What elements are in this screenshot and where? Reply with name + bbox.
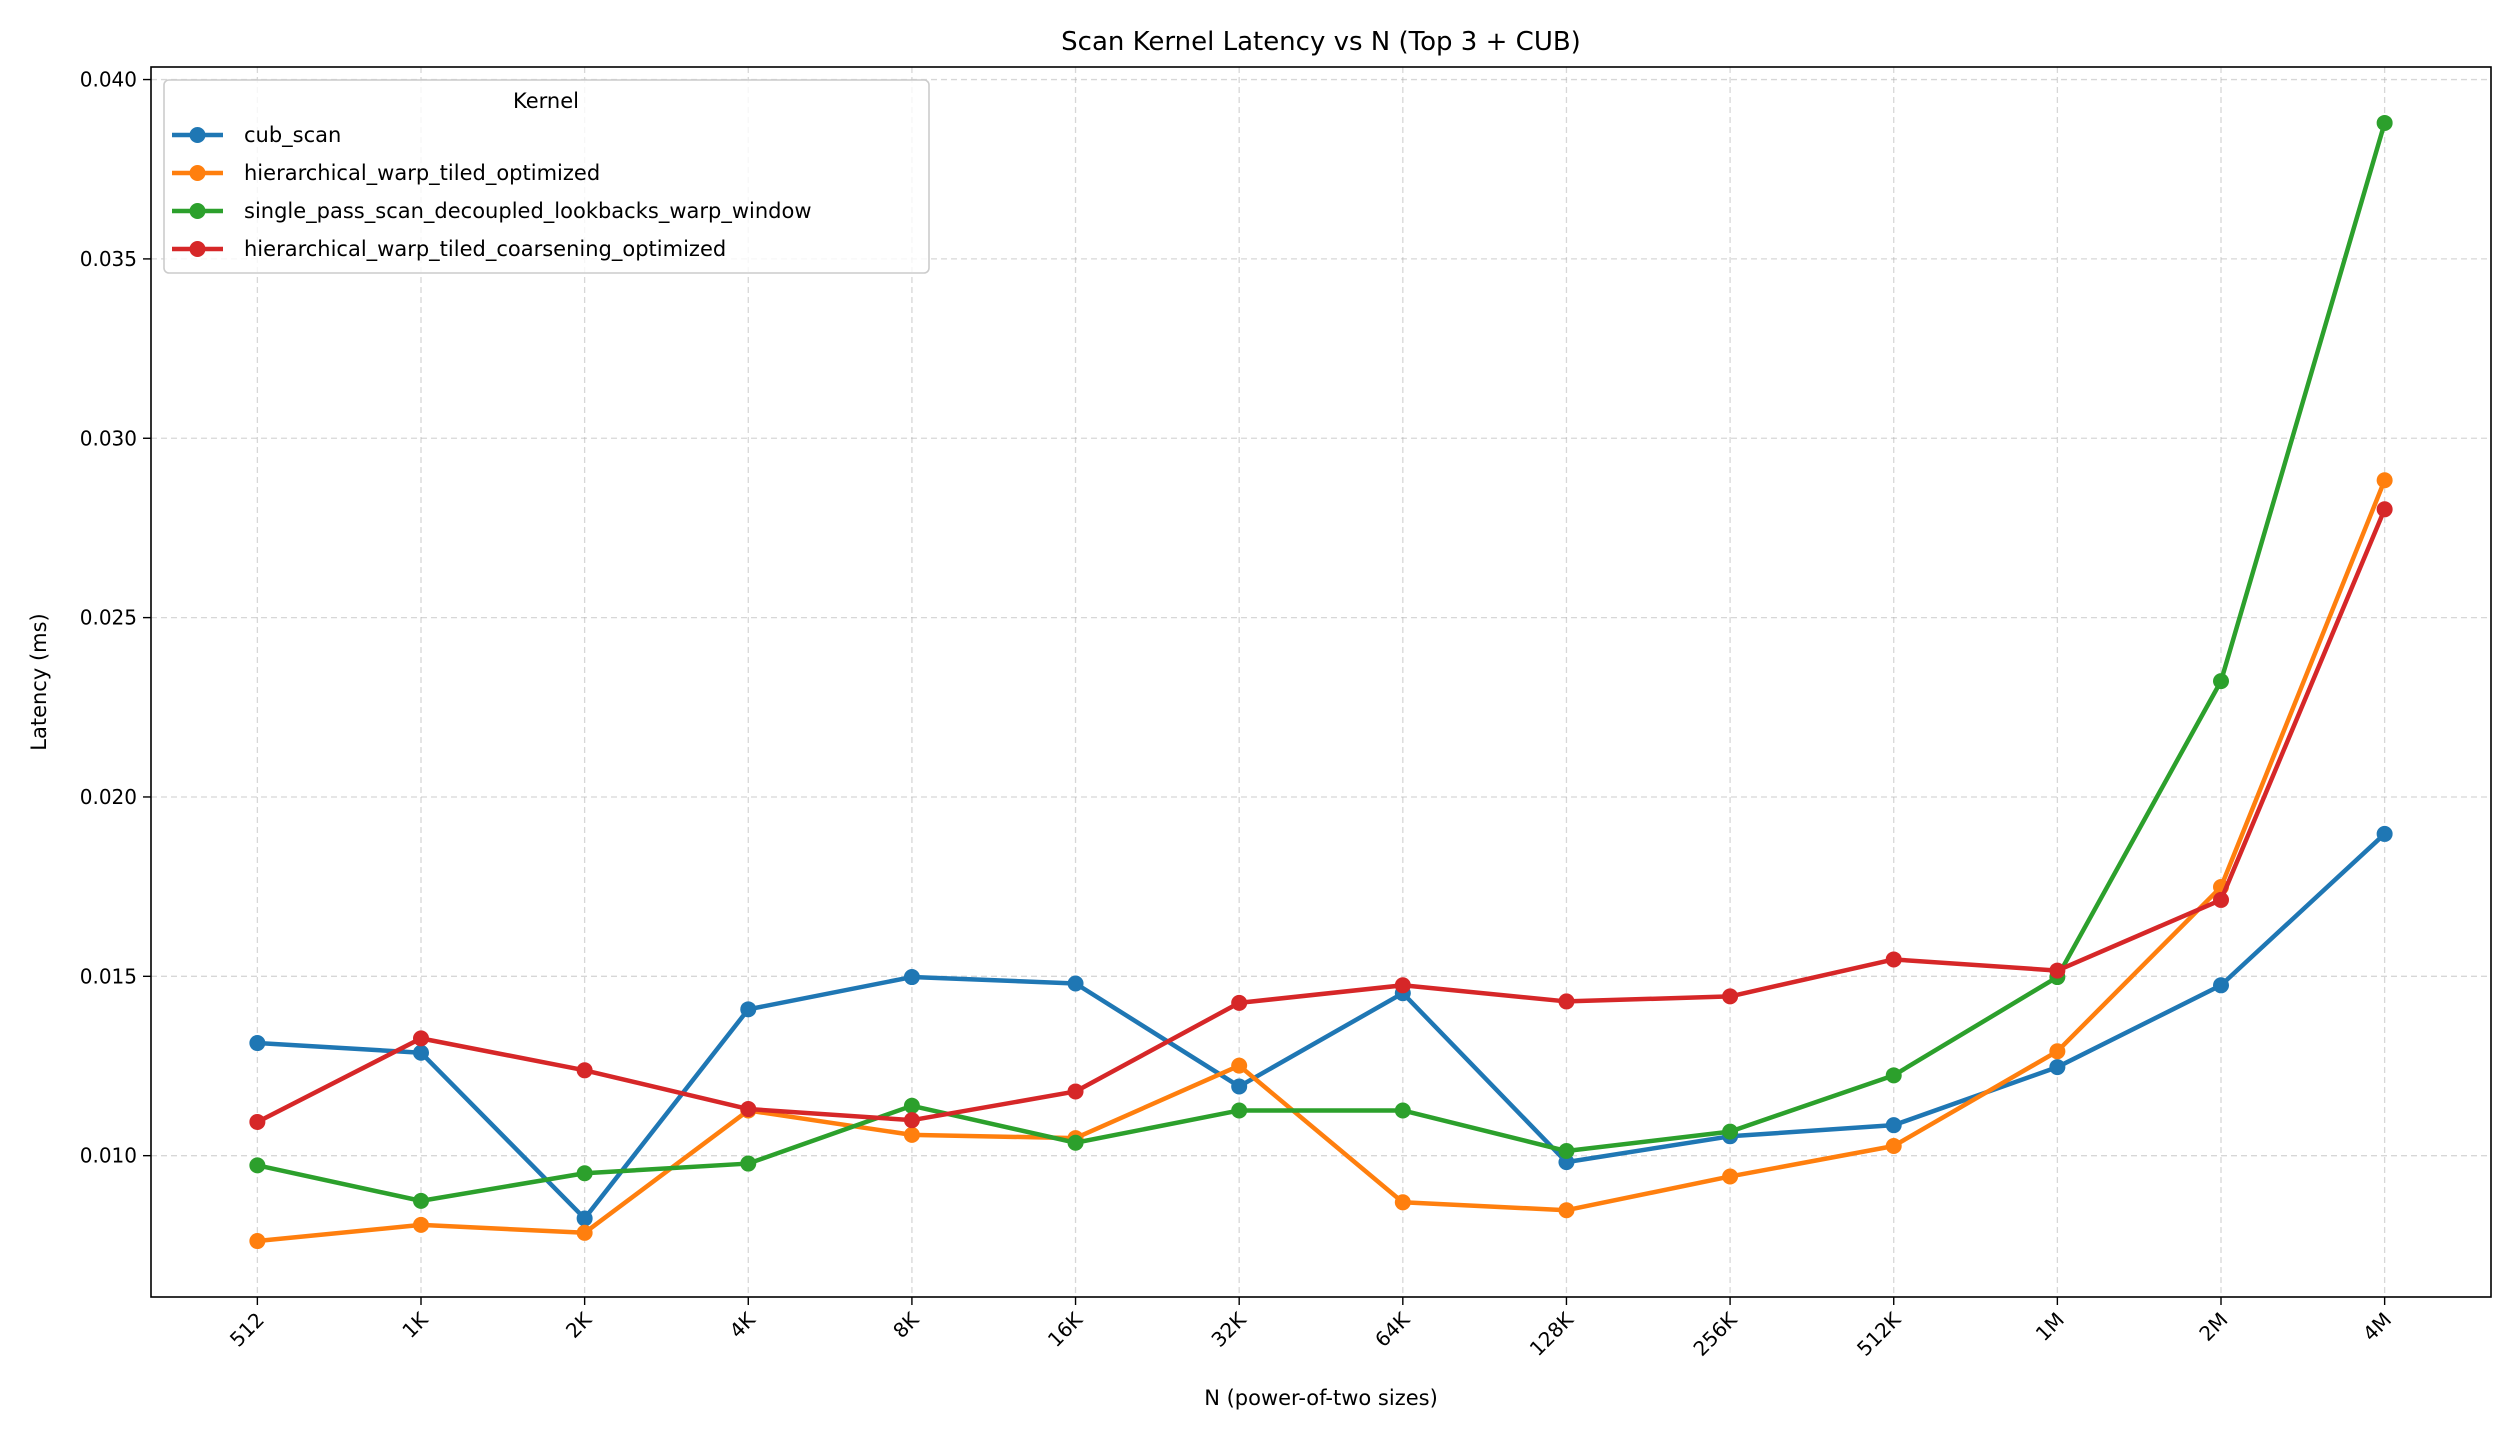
y-tick-label: 0.010 [80, 1144, 137, 1168]
data-point [1231, 994, 1248, 1011]
data-point [1394, 1102, 1411, 1119]
x-tick-label: 128K [1525, 1307, 1579, 1361]
chart-title: Scan Kernel Latency vs N (Top 3 + CUB) [1061, 27, 1581, 57]
data-point [1885, 1117, 1902, 1134]
legend-entry-label: hierarchical_warp_tiled_coarsening_optim… [244, 237, 726, 262]
x-tick-label: 512K [1852, 1307, 1906, 1361]
x-tick-label: 4M [2358, 1308, 2396, 1346]
data-point [249, 1035, 266, 1052]
x-tick-label: 2K [561, 1307, 597, 1343]
y-axis-label: Latency (ms) [27, 613, 51, 750]
data-point [1231, 1057, 1248, 1074]
plot-frame [150, 66, 2492, 1298]
data-point [903, 1097, 920, 1114]
y-tick-label: 0.040 [80, 68, 137, 92]
data-point [2376, 501, 2393, 518]
data-point [2376, 825, 2393, 842]
data-point [2213, 673, 2229, 690]
data-point [2049, 962, 2066, 979]
data-point [2049, 1043, 2066, 1060]
legend-entry-label: hierarchical_warp_tiled_optimized [244, 161, 600, 186]
legend-swatch-marker [189, 127, 206, 143]
series-hierarchical_warp_tiled_optimized [249, 472, 2393, 1250]
data-point [576, 1224, 593, 1241]
data-point [1067, 1134, 1084, 1151]
data-point [576, 1210, 593, 1227]
legend-swatch-marker [189, 241, 206, 257]
data-point [2213, 891, 2229, 908]
data-point [1722, 988, 1739, 1005]
data-point [740, 1155, 757, 1172]
data-point [249, 1157, 266, 1174]
data-point [2213, 977, 2229, 994]
data-point [1394, 1194, 1411, 1211]
y-tick-label: 0.020 [80, 785, 137, 809]
series-cub_scan [249, 825, 2393, 1227]
x-tick-label: 2M [2194, 1308, 2232, 1346]
data-point [1885, 1067, 1902, 1084]
data-point [1885, 951, 1902, 968]
legend-entry-label: cub_scan [244, 123, 341, 148]
data-point [1067, 975, 1084, 992]
x-tick-label: 32K [1206, 1307, 1251, 1352]
x-axis-label: N (power-of-two sizes) [1204, 1386, 1438, 1410]
legend: Kernel cub_scan hierarchical_warp_tiled_o… [163, 79, 930, 274]
data-point [1885, 1137, 1902, 1154]
data-point [1558, 993, 1575, 1010]
x-tick-label: 16K [1043, 1307, 1088, 1352]
data-point [903, 1112, 920, 1129]
y-tick-label: 0.025 [80, 606, 137, 630]
data-point [249, 1113, 266, 1130]
legend-title: Kernel [513, 89, 579, 113]
data-point [576, 1165, 593, 1182]
legend-swatch-marker [189, 165, 206, 181]
data-point [413, 1044, 429, 1061]
data-point [2049, 1059, 2066, 1076]
legend-swatch-marker [189, 203, 206, 219]
series-hierarchical_warp_tiled_coarsening_optimized [249, 501, 2393, 1130]
x-tick-label: 1K [397, 1307, 433, 1343]
series-single_pass_scan_decoupled_lookbacks_warp_window [249, 114, 2393, 1209]
data-point [1231, 1078, 1248, 1095]
data-point [1558, 1143, 1575, 1160]
data-point [1394, 977, 1411, 994]
x-tick-label: 1M [2031, 1308, 2069, 1346]
data-point [740, 1001, 757, 1018]
data-point [1722, 1168, 1739, 1185]
data-point [249, 1233, 266, 1250]
data-point [1558, 1202, 1575, 1219]
x-tick-label: 64K [1370, 1307, 1415, 1352]
x-tick-label: 512 [225, 1308, 269, 1352]
y-tick-label: 0.030 [80, 426, 137, 450]
x-tick-label: 256K [1688, 1307, 1742, 1361]
data-point [413, 1216, 429, 1233]
data-point [1231, 1102, 1248, 1119]
data-point [2376, 472, 2393, 489]
legend-frame [163, 79, 930, 274]
data-point [740, 1101, 757, 1118]
y-tick-label: 0.015 [80, 964, 137, 988]
x-tick-label: 4K [725, 1307, 761, 1343]
series-line [257, 832, 2387, 1221]
data-point [2376, 114, 2393, 131]
data-point [903, 969, 920, 986]
legend-entry-label: single_pass_scan_decoupled_lookbacks_war… [244, 199, 812, 224]
data-point [413, 1030, 429, 1047]
data-point [903, 1126, 920, 1143]
data-point [1558, 1154, 1575, 1171]
data-point [1722, 1123, 1739, 1140]
series-line [256, 508, 2387, 1124]
series-line [256, 122, 2387, 1204]
data-point [576, 1062, 593, 1079]
series-line [257, 479, 2387, 1244]
data-point [413, 1192, 429, 1209]
y-tick-label: 0.035 [80, 247, 137, 271]
x-tick-label: 8K [888, 1307, 924, 1343]
data-point [1067, 1083, 1084, 1100]
